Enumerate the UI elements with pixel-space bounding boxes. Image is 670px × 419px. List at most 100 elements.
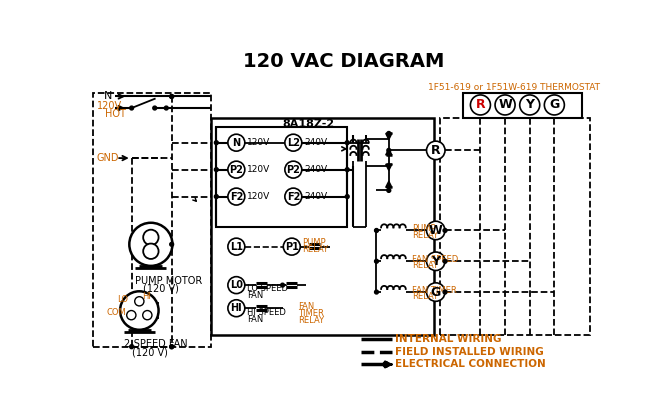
Circle shape (387, 132, 391, 135)
Circle shape (135, 297, 144, 306)
Circle shape (443, 290, 447, 294)
Text: GND: GND (97, 153, 119, 163)
Text: TIMER: TIMER (298, 309, 324, 318)
Text: P2: P2 (286, 165, 300, 175)
Text: L1: L1 (230, 242, 243, 252)
Circle shape (214, 168, 218, 171)
Text: P1: P1 (285, 242, 299, 252)
Circle shape (214, 195, 218, 199)
Text: Y: Y (525, 98, 534, 111)
Polygon shape (386, 164, 392, 171)
Text: RELAY: RELAY (412, 261, 438, 270)
Text: FIELD INSTALLED WIRING: FIELD INSTALLED WIRING (395, 347, 544, 357)
Text: PUMP MOTOR: PUMP MOTOR (135, 276, 203, 285)
Text: 8A18Z-2: 8A18Z-2 (283, 119, 335, 129)
Text: F2: F2 (230, 191, 243, 202)
Circle shape (153, 106, 157, 110)
Circle shape (427, 141, 445, 160)
Circle shape (228, 277, 245, 294)
Text: LO: LO (117, 295, 128, 304)
Text: R: R (476, 98, 485, 111)
Circle shape (170, 95, 174, 98)
Text: COM: COM (107, 308, 126, 317)
Text: 120V: 120V (97, 101, 122, 111)
Circle shape (470, 95, 490, 115)
Text: G: G (549, 98, 559, 111)
Circle shape (427, 283, 445, 301)
Text: 120 VAC DIAGRAM: 120 VAC DIAGRAM (243, 52, 444, 70)
Circle shape (143, 230, 159, 245)
Text: Y: Y (431, 255, 440, 268)
Circle shape (520, 95, 540, 115)
Text: FAN: FAN (298, 302, 314, 311)
Text: 240V: 240V (304, 192, 327, 201)
Circle shape (285, 188, 302, 205)
Circle shape (170, 345, 174, 349)
Text: 120V: 120V (247, 165, 271, 174)
Circle shape (143, 243, 159, 259)
Text: RELAY: RELAY (412, 292, 438, 301)
Circle shape (427, 252, 445, 271)
Text: FAN: FAN (247, 315, 263, 323)
Text: LO SPEED: LO SPEED (247, 285, 288, 293)
Circle shape (214, 141, 218, 145)
Text: HI SPEED: HI SPEED (247, 308, 286, 317)
Circle shape (228, 161, 245, 178)
Text: FAN SPEED: FAN SPEED (412, 255, 458, 264)
Circle shape (285, 134, 302, 151)
Circle shape (443, 259, 447, 263)
Text: F2: F2 (287, 191, 300, 202)
Text: FAN: FAN (247, 291, 263, 300)
Bar (440, 118, 590, 335)
Circle shape (387, 148, 391, 152)
Text: W: W (429, 224, 443, 237)
Circle shape (228, 300, 245, 317)
Circle shape (130, 106, 133, 110)
Circle shape (427, 221, 445, 240)
Text: W: W (498, 98, 512, 111)
Circle shape (387, 189, 391, 192)
Circle shape (143, 310, 152, 320)
Circle shape (375, 259, 379, 263)
Bar (93, 93, 211, 347)
Text: 120V: 120V (247, 138, 271, 147)
Circle shape (375, 290, 379, 294)
Text: (120 V): (120 V) (143, 283, 179, 293)
Circle shape (130, 345, 133, 349)
Text: INTERNAL WIRING: INTERNAL WIRING (395, 334, 501, 344)
Text: HI: HI (143, 292, 151, 301)
Text: G: G (431, 286, 441, 299)
Text: N: N (105, 91, 113, 101)
Bar (216, 127, 347, 228)
Text: (120 V): (120 V) (131, 347, 168, 357)
Text: RELAY: RELAY (412, 230, 438, 240)
Text: P2: P2 (229, 165, 243, 175)
Text: 2-SPEED FAN: 2-SPEED FAN (124, 339, 188, 349)
Text: PUMP: PUMP (302, 238, 326, 246)
Text: 120V: 120V (247, 192, 271, 201)
Bar (211, 118, 434, 335)
Circle shape (228, 134, 245, 151)
Text: RELAY: RELAY (302, 245, 328, 254)
Circle shape (164, 106, 168, 110)
Text: FAN TIMER: FAN TIMER (412, 286, 457, 295)
Text: PUMP: PUMP (412, 225, 436, 233)
Text: L2: L2 (287, 138, 300, 147)
Circle shape (170, 345, 174, 349)
Circle shape (285, 161, 302, 178)
Text: L0: L0 (230, 280, 243, 290)
Text: N: N (232, 138, 241, 147)
Circle shape (345, 141, 349, 145)
Circle shape (544, 95, 564, 115)
Circle shape (120, 291, 159, 330)
Circle shape (281, 283, 285, 287)
Circle shape (228, 238, 245, 255)
Circle shape (495, 95, 515, 115)
Circle shape (375, 228, 379, 233)
Polygon shape (386, 133, 392, 140)
Circle shape (383, 362, 389, 367)
Text: R: R (431, 144, 441, 157)
Circle shape (129, 223, 172, 266)
Text: ELECTRICAL CONNECTION: ELECTRICAL CONNECTION (395, 360, 545, 370)
Circle shape (283, 238, 300, 255)
